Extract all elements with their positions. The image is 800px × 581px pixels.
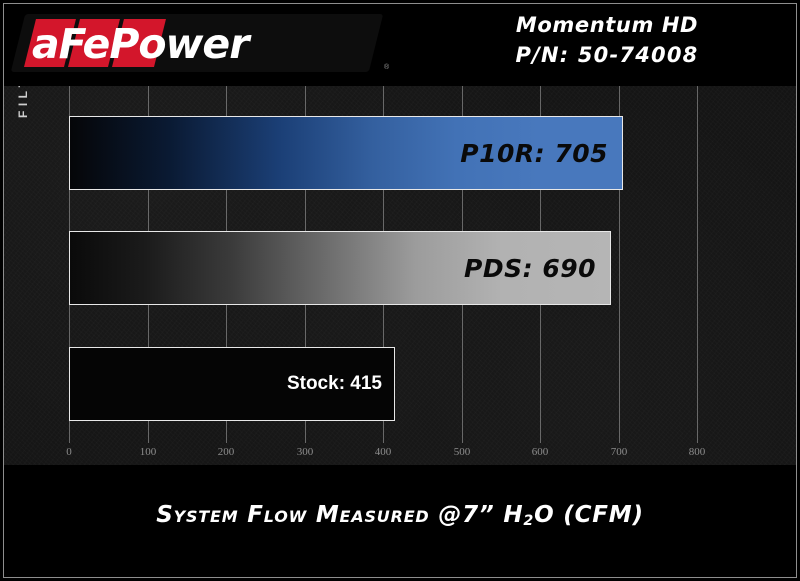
x-tick-label-0: 0: [66, 446, 72, 458]
gridline-800: [697, 86, 698, 443]
caption-subscript: 2: [523, 513, 535, 529]
gridline-700: [619, 86, 620, 443]
registered-trademark-icon: ®: [384, 64, 390, 71]
logo-word-power: Power: [109, 20, 249, 68]
footer-bar: System Flow Measured @7” H2O (CFM): [0, 466, 800, 581]
x-tick-label-300: 300: [296, 446, 314, 458]
x-tick-label-400: 400: [374, 446, 392, 458]
header-bar: aFePower ® Momentum HD P/N: 50-74008: [0, 0, 800, 86]
x-tick-label-700: 700: [610, 446, 628, 458]
chart-plot-area: 0 100 200 300 400 500 600 700 800 P10R: 705 PDS: …: [4, 86, 796, 465]
product-name: Momentum HD: [515, 13, 699, 37]
logo-word-afe: aFe: [32, 20, 110, 68]
part-number: P/N: 50-74008: [515, 43, 699, 67]
x-tick-label-500: 500: [453, 446, 471, 458]
bar-pds: PDS: 690: [69, 231, 611, 305]
caption-part-1: System Flow Measured @7” H: [156, 502, 524, 528]
bar-label-stock: Stock: 415: [286, 373, 382, 394]
chart-x-axis-title: System Flow Measured @7” H2O (CFM): [0, 502, 800, 529]
logo-wordmark: aFePower: [32, 18, 376, 70]
x-tick-label-200: 200: [217, 446, 235, 458]
x-tick-label-600: 600: [531, 446, 549, 458]
afe-power-logo: aFePower ®: [10, 14, 389, 72]
bar-p10r: P10R: 705: [69, 116, 623, 190]
caption-part-2: O (CFM): [534, 502, 644, 528]
x-tick-label-800: 800: [688, 446, 706, 458]
bar-label-p10r: P10R: 705: [460, 138, 608, 168]
product-info-block: Momentum HD P/N: 50-74008: [442, 10, 772, 70]
bar-stock: Stock: 415: [69, 347, 395, 421]
x-tick-label-100: 100: [139, 446, 157, 458]
bar-label-pds: PDS: 690: [464, 253, 596, 283]
